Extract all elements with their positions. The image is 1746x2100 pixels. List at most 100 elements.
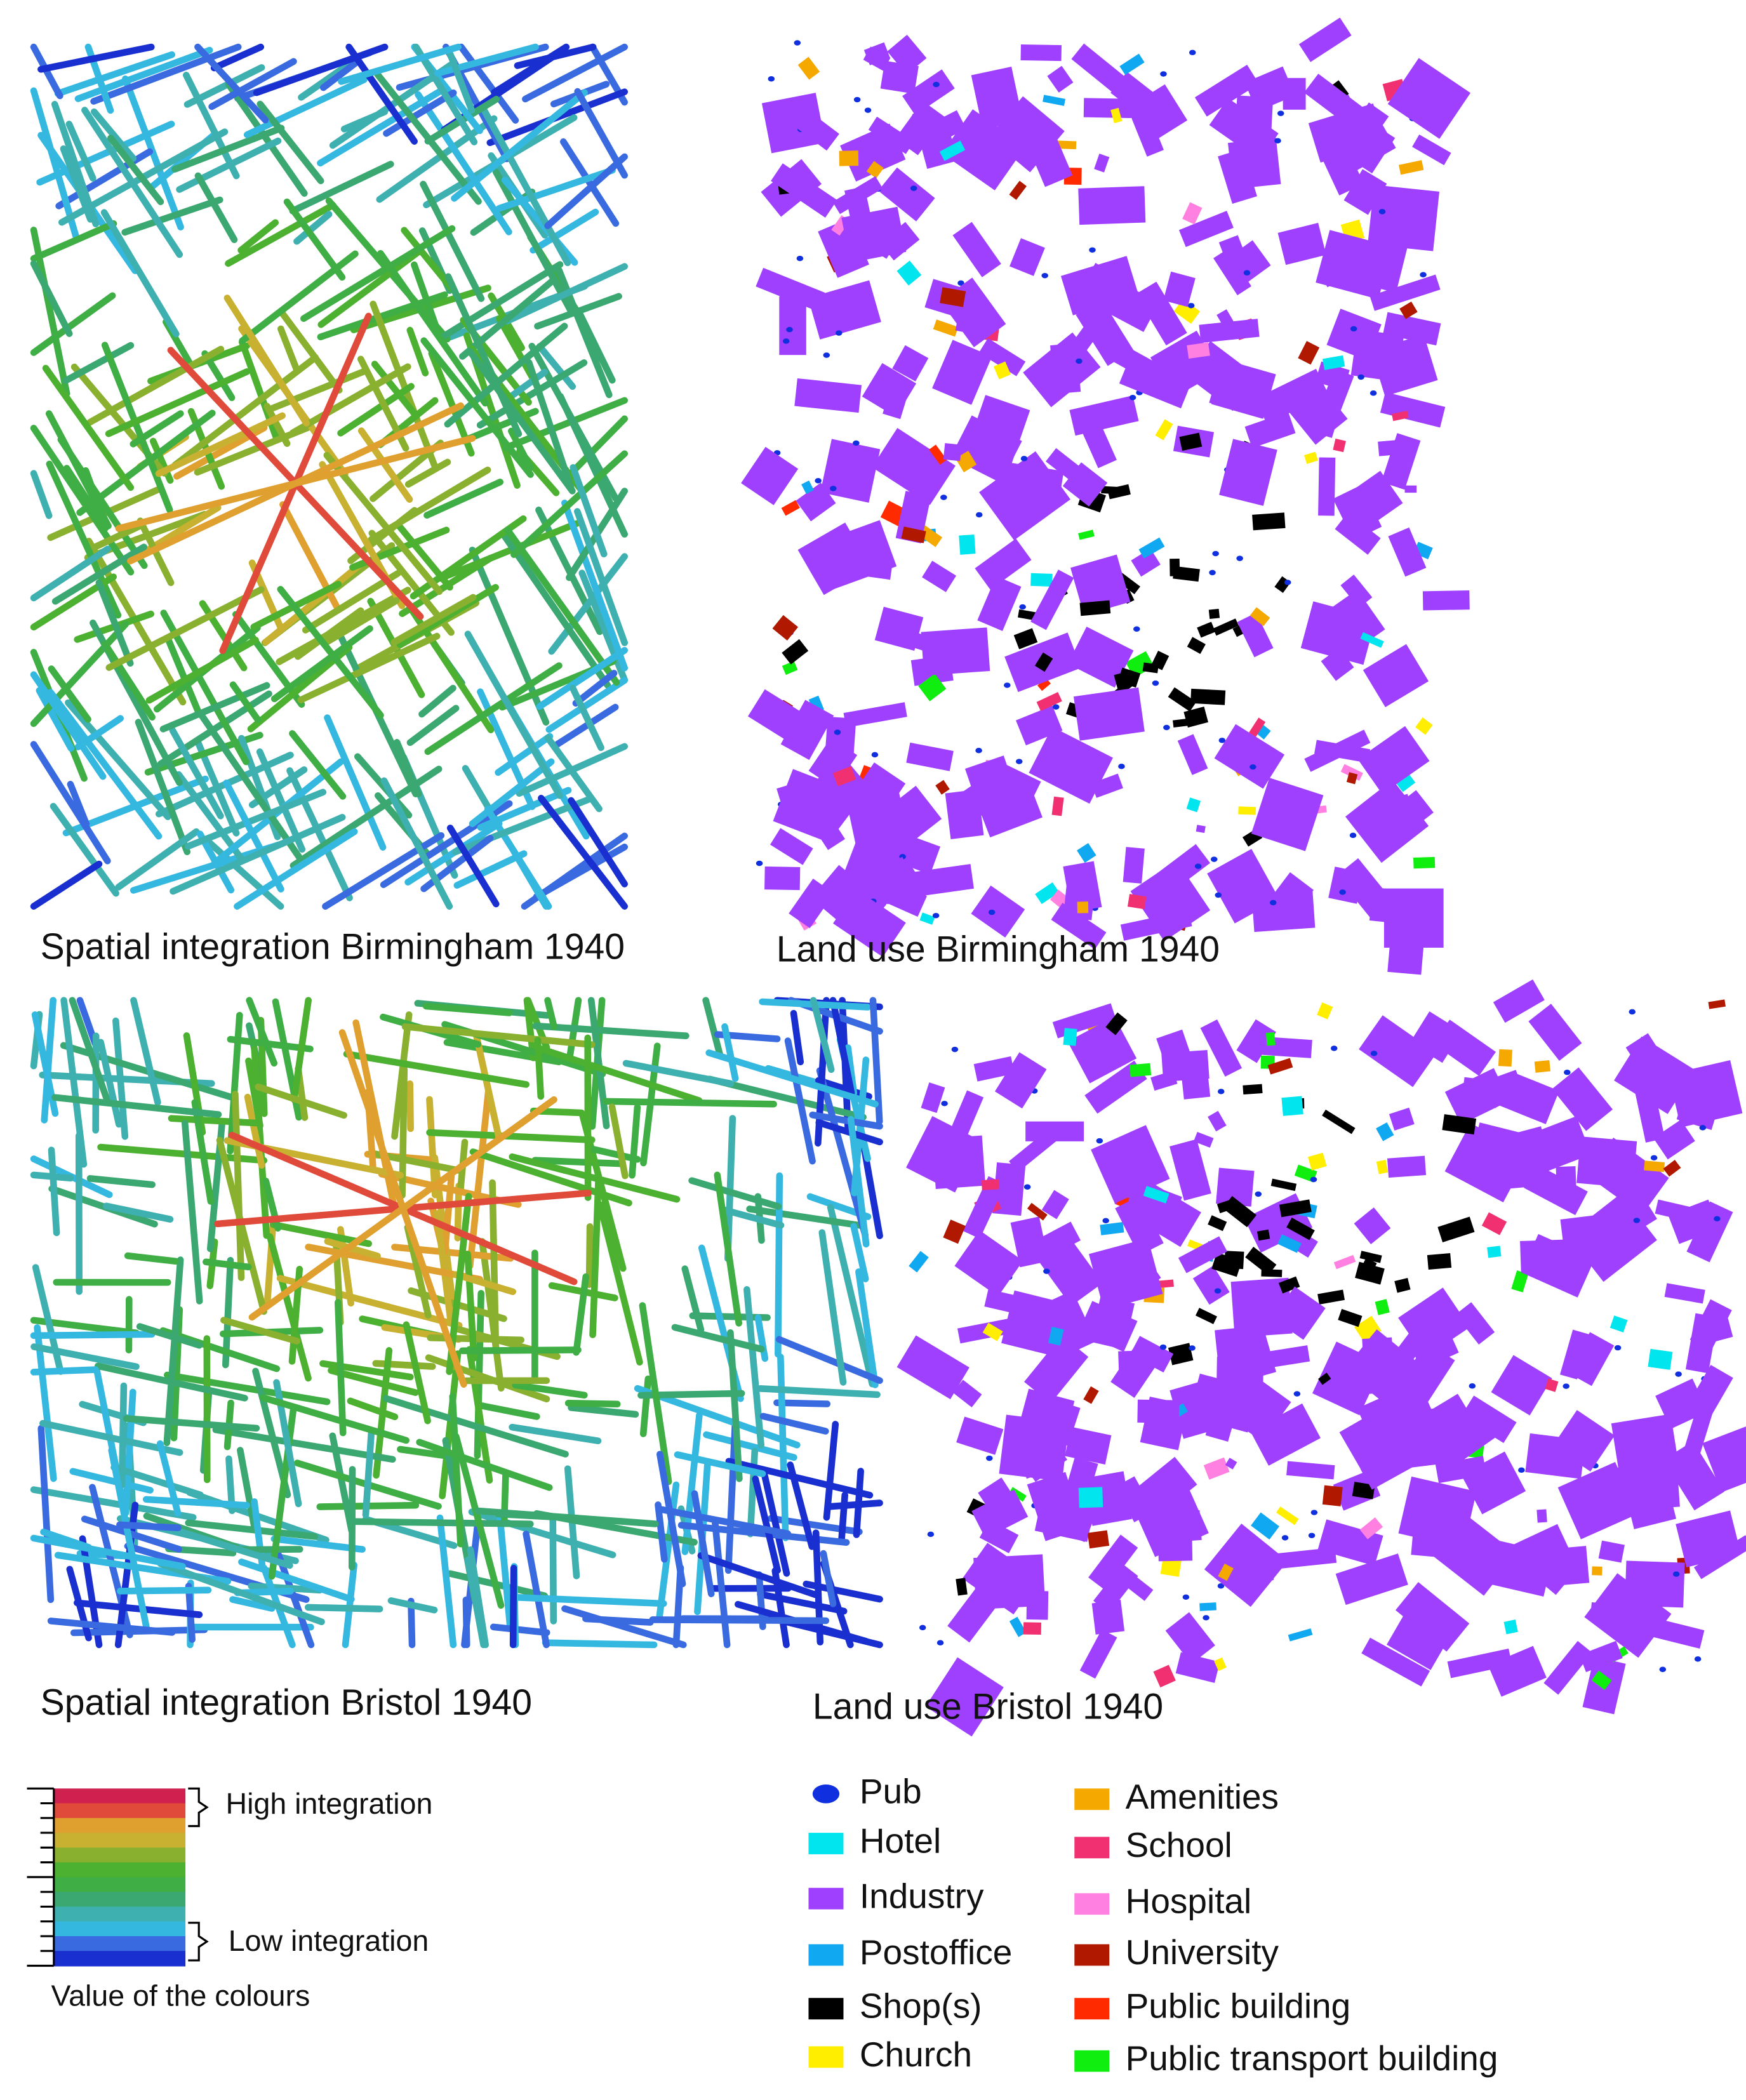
building	[1422, 590, 1470, 611]
building	[1029, 726, 1113, 804]
street	[268, 1405, 297, 1580]
street	[507, 427, 534, 472]
scale-band	[53, 1921, 186, 1937]
pub	[829, 486, 837, 491]
building	[1491, 1355, 1552, 1416]
building	[1200, 1019, 1243, 1077]
street	[401, 1023, 596, 1048]
building	[1009, 1616, 1027, 1637]
building	[1153, 1665, 1176, 1688]
pub	[1293, 1391, 1301, 1397]
building	[1380, 392, 1446, 428]
building	[1051, 796, 1064, 816]
building	[1398, 1287, 1470, 1358]
street	[847, 1115, 870, 1248]
street	[534, 293, 622, 330]
street	[116, 1521, 182, 1531]
scale-band	[53, 1892, 186, 1908]
street	[444, 273, 523, 437]
building	[994, 1052, 1047, 1109]
scale-label: Low integration	[229, 1924, 429, 1957]
building	[956, 1416, 1004, 1455]
pub	[1243, 270, 1251, 276]
brace	[188, 1787, 209, 1828]
building	[1488, 1645, 1547, 1697]
street	[721, 1023, 739, 1082]
street	[74, 46, 213, 102]
building	[1242, 1541, 1274, 1586]
street	[30, 1343, 140, 1371]
building	[1118, 1350, 1140, 1384]
pub	[1187, 303, 1195, 309]
pub	[932, 913, 940, 919]
street	[268, 368, 368, 412]
pub	[1350, 326, 1357, 332]
street	[232, 1091, 245, 1281]
pub	[1218, 738, 1226, 743]
street	[105, 368, 251, 437]
legend-label: Postoffice	[860, 1932, 1012, 1972]
street	[706, 1075, 867, 1121]
building	[1265, 1032, 1276, 1046]
pub	[1189, 1345, 1196, 1351]
legend-label: Shop(s)	[860, 1986, 982, 2026]
street	[41, 997, 57, 1124]
building	[1142, 662, 1159, 674]
street	[387, 1597, 438, 1614]
building	[1073, 687, 1145, 741]
building	[902, 69, 955, 116]
street	[220, 1317, 300, 1345]
building	[1081, 422, 1117, 469]
building	[1035, 882, 1060, 905]
building	[1123, 847, 1145, 884]
legend-marker	[808, 1944, 844, 1966]
street	[495, 166, 616, 212]
building	[914, 864, 974, 897]
street	[383, 89, 457, 137]
building	[772, 615, 799, 641]
building	[1387, 1155, 1427, 1178]
pub	[1310, 1510, 1318, 1515]
pub	[1236, 555, 1243, 561]
pub	[1052, 704, 1060, 710]
building	[770, 828, 813, 865]
pub	[1189, 50, 1196, 55]
building	[1199, 1602, 1216, 1611]
street	[784, 1037, 816, 1165]
building	[973, 1056, 1015, 1082]
street	[343, 1050, 530, 1088]
building	[971, 885, 1025, 938]
building	[1015, 705, 1063, 746]
building	[1322, 355, 1345, 370]
street	[649, 1616, 830, 1625]
building	[939, 140, 966, 161]
building	[895, 100, 946, 156]
street	[163, 1371, 331, 1406]
building	[925, 1657, 1004, 1737]
building	[1091, 568, 1105, 587]
building	[1567, 1332, 1615, 1386]
street	[674, 1451, 766, 1477]
building	[977, 576, 1022, 631]
street	[321, 597, 400, 647]
legend-label: Pub	[860, 1771, 922, 1811]
building	[883, 390, 908, 420]
street	[373, 70, 482, 205]
street	[502, 397, 628, 451]
building	[1272, 1286, 1326, 1340]
building	[1100, 1222, 1124, 1235]
street	[587, 997, 610, 1129]
pub	[1215, 892, 1222, 898]
pub	[1420, 272, 1427, 277]
street	[503, 263, 628, 325]
street	[720, 1206, 785, 1229]
pub	[1217, 1089, 1225, 1094]
building	[1515, 1116, 1591, 1178]
street	[544, 153, 628, 229]
street	[293, 211, 333, 245]
scale-band	[53, 1847, 186, 1863]
street	[535, 507, 603, 635]
building	[1357, 726, 1430, 794]
pub	[919, 1625, 926, 1631]
